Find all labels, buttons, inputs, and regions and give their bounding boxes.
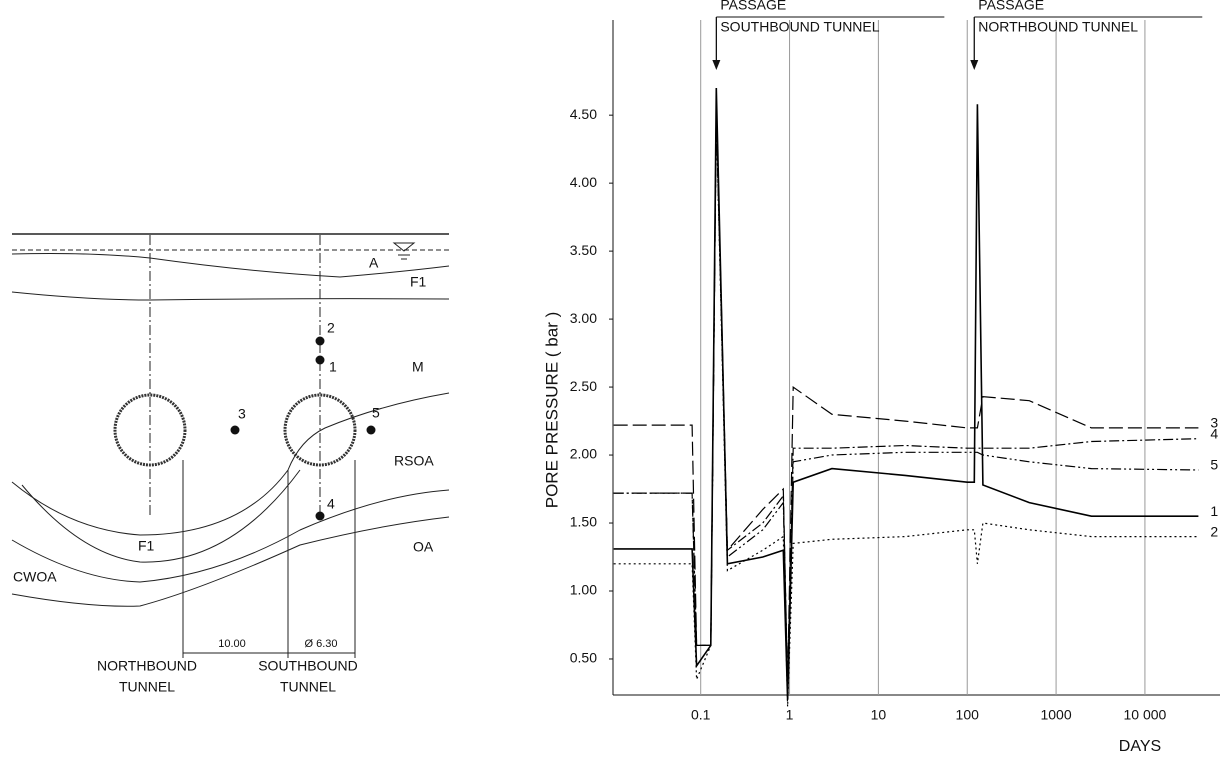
series-line: [613, 101, 1199, 687]
y-tick-label: 2.00: [570, 446, 597, 462]
layer-boundary: [11, 469, 289, 536]
y-tick-label: 3.50: [570, 242, 597, 258]
dimension-label: Ø 6.30: [304, 638, 337, 650]
sensor: [366, 425, 376, 435]
tunnel-label: TUNNEL: [280, 679, 336, 695]
annotation-text: SOUTHBOUND TUNNEL: [720, 19, 879, 35]
arrow-head: [970, 60, 979, 70]
series-label: 4: [1210, 425, 1218, 441]
tunnel: [113, 393, 187, 467]
y-tick-label: 1.50: [570, 514, 597, 530]
sensor: [315, 355, 325, 365]
point-label: 3: [238, 406, 246, 422]
y-tick-label: 4.00: [570, 174, 597, 190]
y-tick-label: 4.50: [570, 106, 597, 122]
layer-label: F1: [138, 538, 155, 554]
y-tick-label: 1.00: [570, 582, 597, 598]
layer-boundary: [11, 516, 450, 607]
series-line: [613, 115, 1199, 687]
layer-label: OA: [413, 539, 434, 555]
layer-label: RSOA: [394, 453, 434, 469]
annotation-text: PASSAGE: [978, 0, 1044, 13]
x-tick-label: 10: [871, 707, 887, 723]
annotation-text: NORTHBOUND TUNNEL: [978, 19, 1138, 35]
arrow-head: [712, 60, 721, 70]
x-tick-label: 1: [786, 707, 794, 723]
x-tick-label: 100: [956, 707, 980, 723]
series-label: 3: [1210, 415, 1218, 431]
layer-label: A: [369, 255, 379, 271]
sensor: [315, 511, 325, 521]
y-tick-label: 0.50: [570, 650, 597, 666]
point-label: 2: [327, 320, 335, 336]
dimension-line: [182, 460, 356, 658]
layer-boundary: [11, 291, 450, 301]
series-line: [613, 115, 1199, 687]
sensor: [315, 336, 325, 346]
x-tick-label: 0.1: [691, 707, 711, 723]
y-tick-label: 2.50: [570, 378, 597, 394]
layer-boundary: [11, 253, 450, 278]
series-label: 1: [1210, 503, 1218, 519]
layer-boundary: [21, 469, 301, 563]
layer-label: CWOA: [13, 569, 57, 585]
point-label: 5: [372, 405, 380, 421]
water-symbol: [392, 242, 416, 260]
cross-section: A F1 M RSOA OA F1 CWOA 1 2 3 4 5 10.00 Ø…: [11, 233, 450, 695]
annotation-text: PASSAGE: [720, 0, 786, 13]
series-label: 5: [1210, 457, 1218, 473]
x-tick-label: 10 000: [1124, 707, 1167, 723]
series-line: [613, 87, 1199, 700]
point-label: 1: [329, 359, 337, 375]
tunnel-label: TUNNEL: [119, 679, 175, 695]
dimension-label: 10.00: [218, 638, 246, 650]
y-tick-label: 3.00: [570, 310, 597, 326]
tunnel: [283, 393, 357, 467]
point-label: 4: [327, 496, 335, 512]
tunnel-label: NORTHBOUND: [97, 658, 197, 674]
y-axis-label: PORE PRESSURE ( bar ): [542, 312, 561, 509]
layer-label: F1: [410, 274, 427, 290]
x-axis-label: DAYS: [1119, 738, 1161, 755]
layer-boundary: [11, 489, 450, 583]
series-label: 2: [1210, 523, 1218, 539]
sensor: [230, 425, 240, 435]
x-tick-label: 1000: [1040, 707, 1071, 723]
layer-boundary: [287, 392, 450, 471]
tunnel-label: SOUTHBOUND: [258, 658, 358, 674]
layer-label: M: [412, 359, 424, 375]
series-line: [613, 115, 1199, 707]
